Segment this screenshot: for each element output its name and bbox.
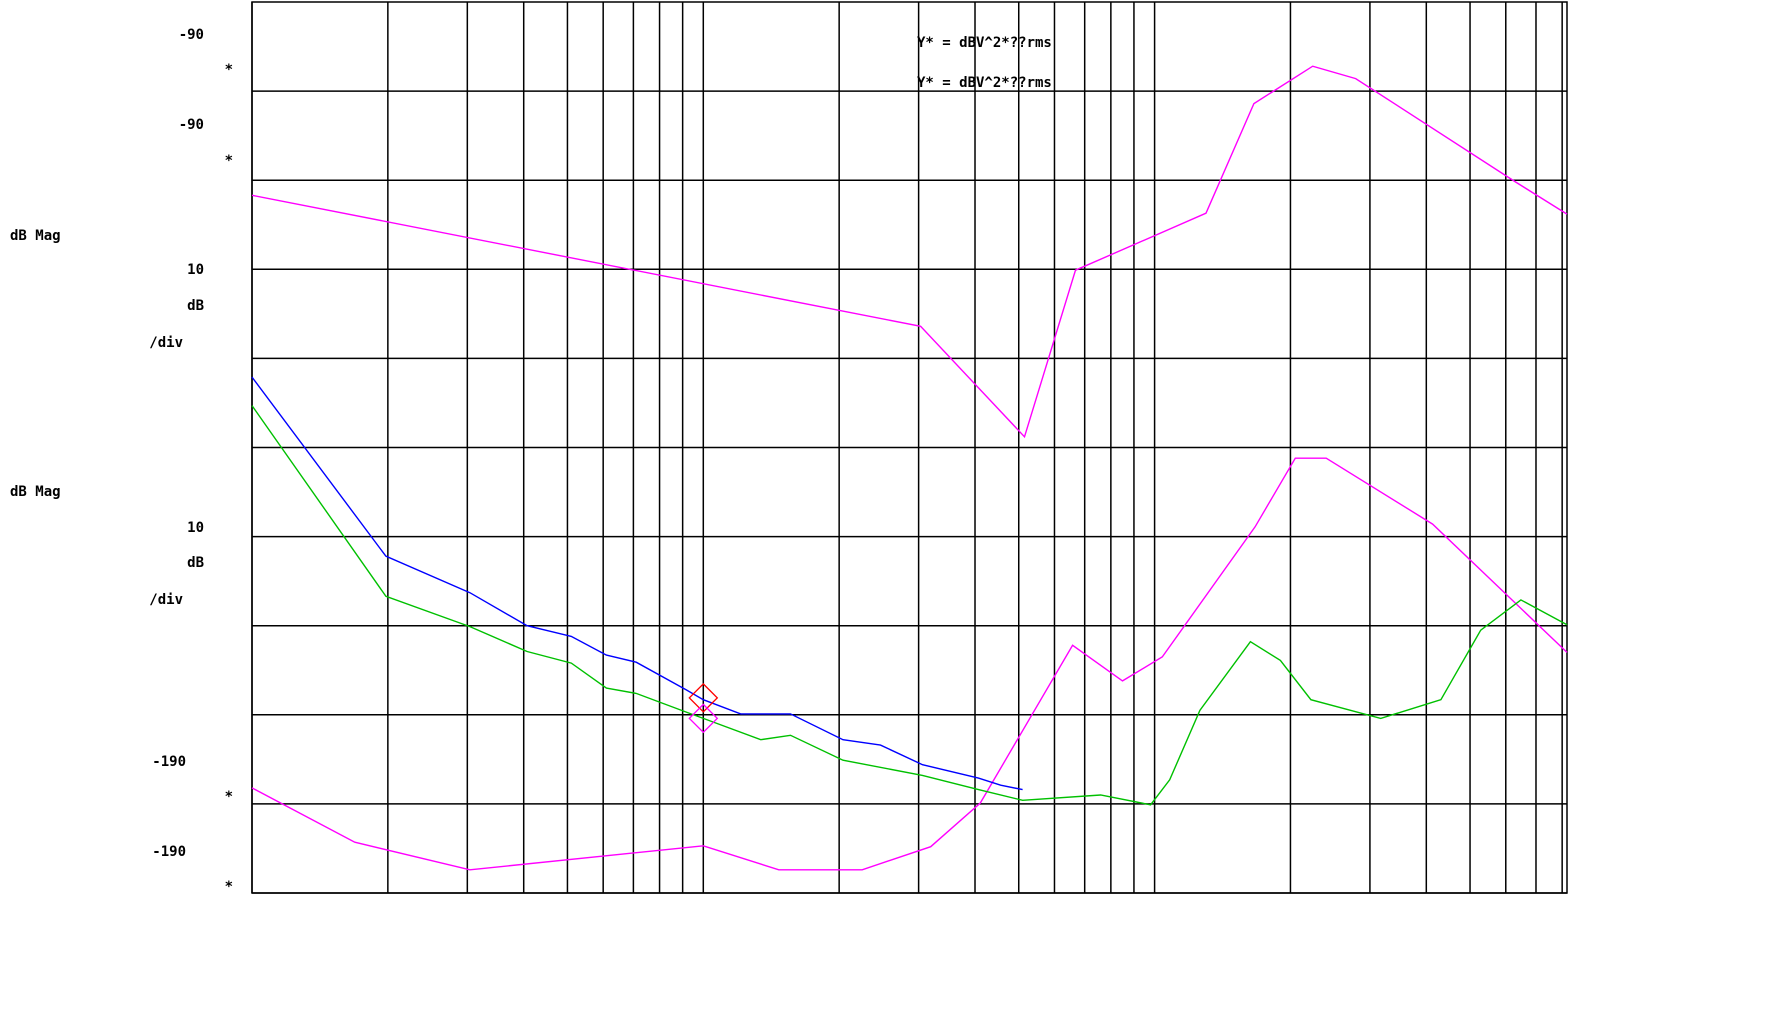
- trace: [251, 457, 1568, 871]
- trace: [251, 405, 1568, 806]
- side-label: /div: [149, 335, 183, 351]
- side-label: dB Mag: [10, 484, 61, 500]
- side-label: -190: [152, 844, 186, 860]
- traces: [251, 65, 1568, 871]
- grid: [251, 1, 1568, 894]
- side-label: /div: [149, 592, 183, 608]
- side-label: dB: [187, 555, 204, 571]
- labels: -90 * -90 * dB Mag 10 dB/div dB Mag 10 dB/div -190…: [10, 27, 1052, 895]
- trace: [251, 376, 1023, 791]
- side-label: -90: [179, 117, 204, 133]
- side-label: 10: [187, 520, 204, 536]
- side-label: -190: [152, 754, 186, 770]
- side-label: dB Mag: [10, 228, 61, 244]
- annotation: Y* = dBV^2*??rms: [917, 75, 1052, 91]
- marker: [688, 703, 719, 734]
- side-label: 10: [187, 262, 204, 278]
- side-label: *: [225, 879, 233, 895]
- annotation: Y* = dBV^2*??rms: [917, 35, 1052, 51]
- side-label: *: [225, 62, 233, 78]
- marker: [688, 682, 719, 713]
- side-label: -90: [179, 27, 204, 43]
- side-label: *: [225, 789, 233, 805]
- side-label: dB: [187, 298, 204, 314]
- trace: [251, 65, 1568, 439]
- side-label: *: [225, 153, 233, 169]
